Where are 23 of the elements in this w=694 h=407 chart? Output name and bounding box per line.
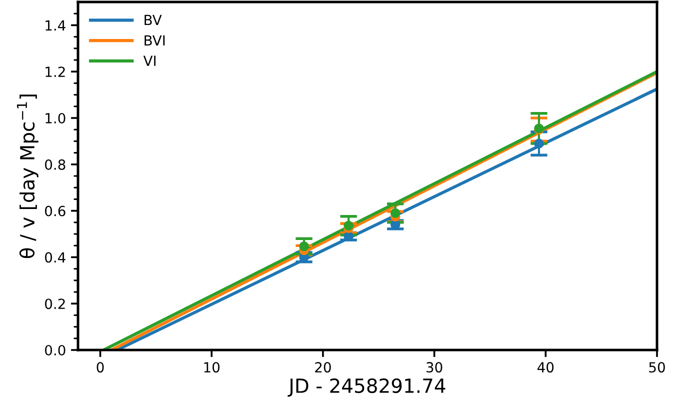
x-tick-label: 20 — [315, 362, 331, 373]
x-tick-label: 10 — [204, 362, 220, 373]
x-tick-label: 30 — [426, 362, 442, 373]
y-tick-label: 0.6 — [45, 206, 66, 216]
y-tick-label: 1.2 — [46, 66, 65, 77]
point — [344, 231, 354, 242]
point — [390, 208, 400, 218]
x-axis-title: JD - 2458291.74 — [288, 378, 446, 397]
y-tick-label: 0.4 — [45, 252, 66, 263]
y-tick-label: 0.2 — [45, 298, 65, 310]
legend-label: BVI — [144, 35, 165, 46]
y-tick-label: 0.0 — [45, 344, 66, 356]
x-tick-label: 40 — [537, 362, 554, 373]
point — [534, 138, 544, 148]
legend-label: BV — [144, 14, 162, 26]
y-tick-label: 1.4 — [46, 20, 66, 30]
y-tick-label: 0.8 — [45, 159, 66, 170]
point — [344, 220, 354, 231]
x-tick-label: 0 — [96, 362, 104, 373]
y-tick-label: 1.0 — [46, 112, 66, 124]
legend-label: VI — [143, 56, 156, 66]
x-tick-label: 50 — [649, 362, 665, 373]
y-axis-title: θ / v [day Mpc$^{−1}$] — [16, 94, 38, 258]
